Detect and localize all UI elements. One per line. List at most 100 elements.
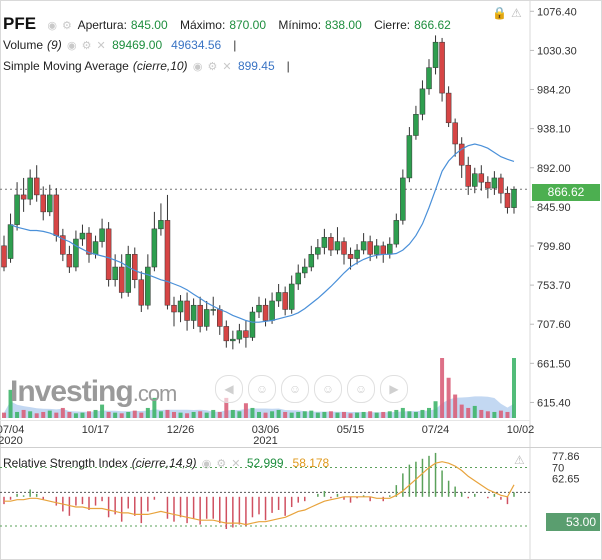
candle-body: [230, 338, 236, 342]
volume-bar: [211, 409, 216, 418]
volume-bar: [152, 397, 157, 418]
volume-bar: [80, 412, 85, 418]
volume-bar: [198, 411, 203, 418]
alert-icon[interactable]: ⚠: [511, 6, 522, 20]
candle-body: [419, 88, 426, 115]
candle-body: [458, 143, 465, 166]
candle-body: [177, 300, 184, 313]
chart-toolbar: ◀ ☺ ☺ ☺ ☺ ▶: [215, 375, 413, 403]
volume-bar: [230, 409, 235, 418]
y-tick-label: 707.60: [537, 319, 571, 331]
volume-bar: [342, 411, 346, 418]
volume-bar: [492, 411, 497, 418]
x-tick-label: 03/06: [252, 424, 280, 436]
candle-body: [288, 283, 295, 310]
volume-bar: [394, 409, 399, 418]
candle-body: [14, 194, 20, 225]
volume-bar: [21, 409, 26, 418]
candle-body: [47, 194, 53, 213]
volume-bar: [348, 413, 353, 418]
volume-bar: [270, 411, 275, 418]
user-icon[interactable]: ☺: [314, 375, 342, 403]
candle-body: [393, 220, 400, 245]
volume-bar: [139, 412, 144, 418]
volume-bar: [263, 412, 268, 418]
eye-icon[interactable]: ◉: [192, 61, 204, 73]
candle-body: [20, 194, 27, 200]
candle-body: [262, 304, 269, 321]
candle-body: [138, 279, 145, 306]
alert-icon[interactable]: ⚠: [514, 453, 525, 467]
last-price-badge: 866.62: [532, 184, 600, 201]
low-value: 838.00: [325, 18, 362, 32]
candle-body: [79, 232, 86, 240]
candle-body: [485, 181, 491, 189]
volume-bar: [335, 412, 340, 418]
legend-sma: Simple Moving Average (cierre,10) ◉ ⚙ ✕ 899…: [3, 59, 290, 73]
x-tick-sublabel: 2021: [253, 435, 277, 447]
candle-body: [256, 304, 262, 313]
volume-bar: [243, 403, 248, 418]
candle-body: [53, 194, 60, 236]
gear-icon[interactable]: ⚙: [216, 458, 228, 470]
rsi-tick-label: 70: [552, 463, 564, 475]
user-icon[interactable]: ☺: [281, 375, 309, 403]
candle-body: [112, 266, 118, 281]
volume-bar: [224, 397, 229, 418]
candle-body: [223, 326, 230, 342]
candle-body: [445, 92, 452, 124]
volume-bar: [355, 412, 360, 418]
volume-bar: [472, 405, 477, 418]
candle-body: [334, 241, 341, 251]
y-tick-label: 661.50: [537, 358, 571, 370]
candle-body: [491, 177, 498, 189]
volume-bar: [322, 411, 327, 418]
volume-bar: [296, 411, 301, 418]
symbol-label[interactable]: PFE: [3, 14, 37, 33]
close-icon[interactable]: ✕: [96, 40, 107, 52]
volume-bar: [257, 411, 261, 418]
eye-icon[interactable]: ◉: [67, 40, 78, 52]
user-icon[interactable]: ☺: [347, 375, 375, 403]
volume-ma-area: [4, 396, 514, 418]
volume-bar: [427, 407, 431, 418]
separator: |: [233, 38, 237, 52]
rsi-tick-label: 77.86: [552, 451, 580, 463]
volume-bar: [479, 409, 484, 418]
close-icon[interactable]: ✕: [222, 61, 233, 73]
candle-body: [432, 41, 439, 68]
candle-body: [118, 266, 125, 293]
candle-body: [33, 177, 40, 196]
volume-bar: [60, 407, 65, 418]
gear-icon[interactable]: ⚙: [81, 40, 93, 52]
volume-bar: [191, 411, 196, 418]
y-tick-label: 799.80: [537, 241, 571, 253]
candle-body: [321, 237, 328, 248]
candle-body: [360, 241, 367, 251]
candle-body: [498, 177, 504, 194]
y-tick-label: 753.70: [537, 280, 571, 292]
eye-icon[interactable]: ◉: [47, 20, 59, 32]
volume-bar: [283, 411, 288, 418]
rsi-param: (cierre,14,9): [131, 456, 197, 470]
gear-icon[interactable]: ⚙: [62, 20, 73, 32]
lock-icon[interactable]: 🔒: [492, 6, 507, 20]
gear-icon[interactable]: ⚙: [207, 61, 219, 73]
candle-body: [275, 292, 282, 302]
candle-body: [452, 122, 458, 145]
x-tick-label: 12/26: [167, 424, 195, 436]
arrow-right-icon[interactable]: ▶: [380, 375, 408, 403]
candle-body: [413, 114, 419, 136]
volume-bar: [387, 411, 392, 418]
arrow-left-icon[interactable]: ◀: [215, 375, 243, 403]
eye-icon[interactable]: ◉: [201, 458, 213, 470]
y-tick-label: 984.20: [537, 85, 571, 97]
candle-body: [426, 67, 432, 90]
y-tick-label: 1030.30: [537, 45, 577, 57]
volume-bar: [498, 410, 503, 418]
close-icon[interactable]: ✕: [231, 458, 242, 470]
candle-body: [171, 304, 177, 313]
user-icon[interactable]: ☺: [248, 375, 276, 403]
close-label: Cierre:: [374, 18, 411, 32]
